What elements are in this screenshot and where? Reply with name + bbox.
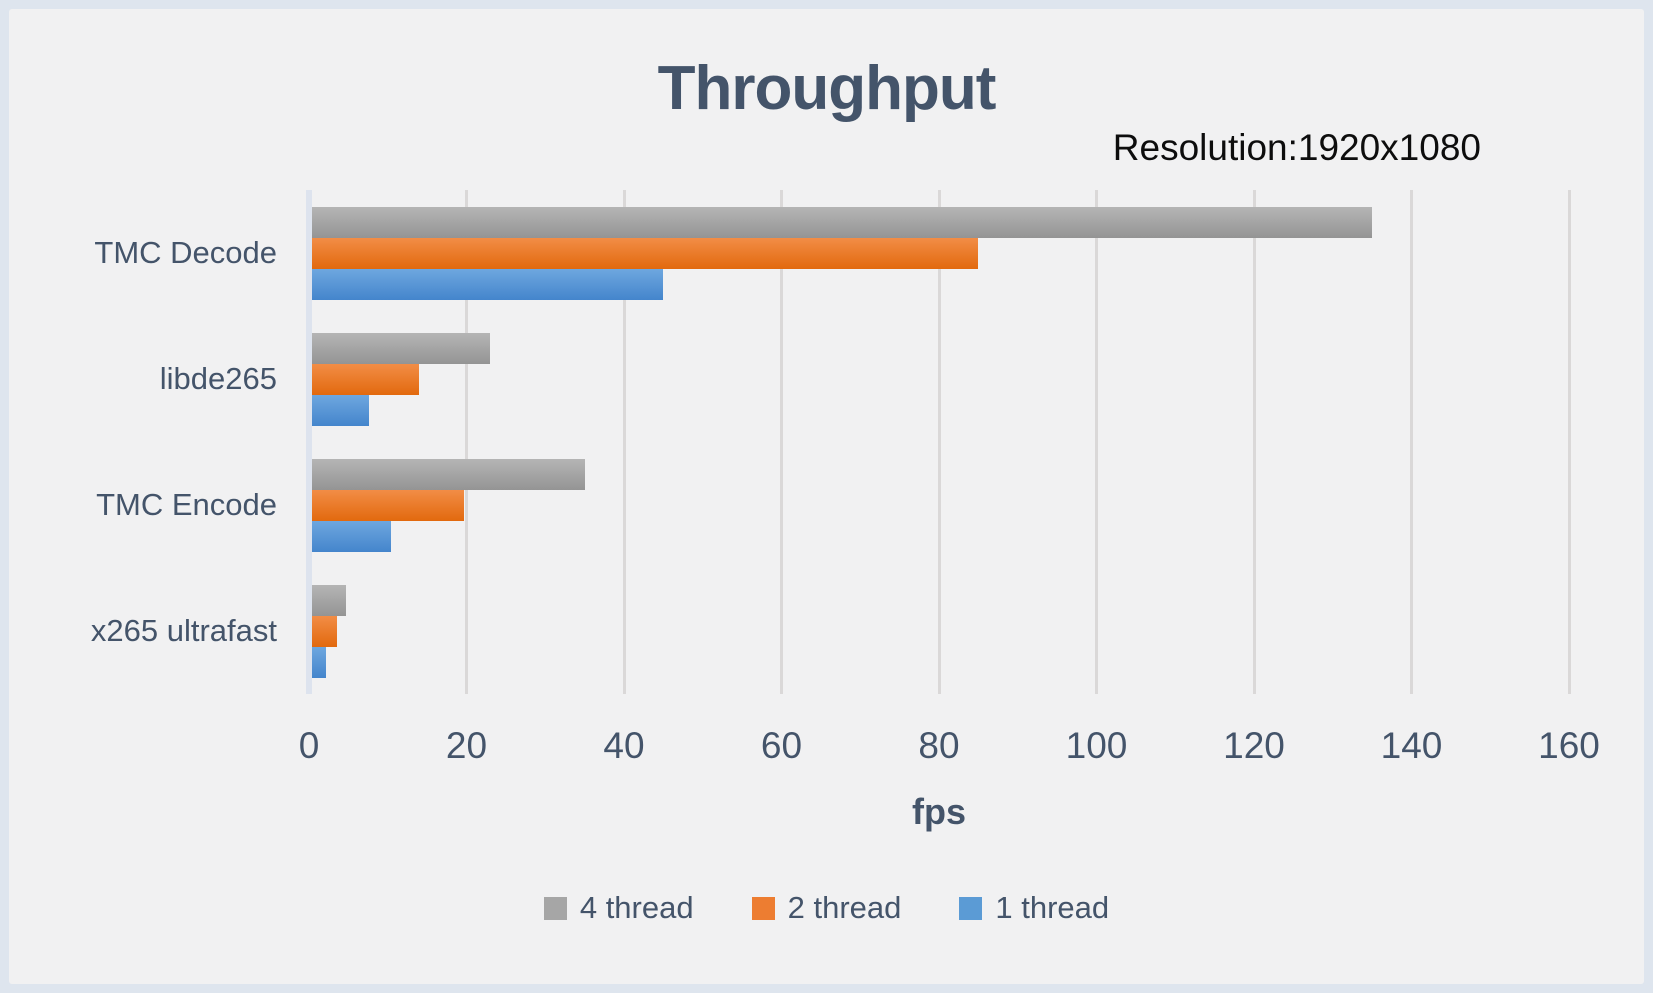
legend-label: 4 thread — [579, 890, 694, 925]
x-tick-label: 60 — [760, 725, 803, 766]
gridline — [465, 190, 468, 694]
gridline — [622, 190, 626, 694]
bar-2-thread-tmc-encode — [312, 489, 465, 521]
bar-4-thread-libde265 — [312, 332, 491, 364]
gridline — [1410, 190, 1413, 694]
x-axis-ticks: 0 20 40 60 80 100 120 140 160 — [9, 725, 1644, 770]
chart-surface: Throughput Resolution:1920x1080 TMC Deco… — [9, 9, 1644, 984]
legend-swatch-icon — [959, 896, 983, 920]
gridline — [780, 190, 783, 694]
category-label: libde265 — [159, 361, 277, 396]
legend-item-4-thread: 4 thread — [543, 890, 694, 926]
category-label: x265 ultrafast — [90, 613, 277, 648]
bar-1-thread-tmc-decode — [312, 268, 664, 300]
bar-1-thread-x265-ultrafast — [312, 646, 327, 678]
gridline — [1252, 190, 1256, 694]
legend-swatch-icon — [751, 896, 775, 920]
gridline — [1095, 190, 1098, 694]
x-tick-label: 120 — [1223, 725, 1285, 766]
x-tick-label: 40 — [603, 725, 645, 766]
bar-1-thread-tmc-encode — [312, 520, 391, 552]
legend-swatch-icon — [543, 896, 567, 920]
x-tick-label: 140 — [1380, 725, 1443, 766]
legend-label: 2 thread — [787, 890, 902, 925]
legend-item-2-thread: 2 thread — [751, 890, 902, 926]
chart-title: Throughput — [657, 54, 997, 123]
resolution-annotation: Resolution:1920x1080 — [1112, 127, 1481, 168]
bar-4-thread-tmc-encode — [312, 458, 585, 490]
plot-area — [306, 190, 1571, 694]
bar-2-thread-tmc-decode — [312, 237, 979, 269]
category-label: TMC Decode — [94, 235, 277, 270]
legend: 4 thread 2 thread 1 thread — [9, 885, 1644, 931]
bar-4-thread-tmc-decode — [312, 206, 1373, 238]
bar-1-thread-libde265 — [312, 394, 369, 426]
axis-zero-line — [306, 190, 312, 694]
x-axis-title: fps — [912, 791, 966, 832]
bar-2-thread-libde265 — [312, 363, 420, 395]
x-tick-label: 100 — [1065, 725, 1128, 766]
x-tick-label: 0 — [298, 725, 320, 766]
x-tick-label: 20 — [445, 725, 488, 766]
gridline — [937, 190, 941, 694]
x-tick-label: 160 — [1538, 725, 1600, 766]
legend-label: 1 thread — [995, 890, 1110, 925]
bar-2-thread-x265-ultrafast — [312, 615, 337, 647]
x-tick-label: 80 — [918, 725, 960, 766]
legend-item-1-thread: 1 thread — [959, 890, 1109, 926]
bar-4-thread-x265-ultrafast — [312, 584, 346, 616]
gridline — [1567, 190, 1571, 694]
category-label: TMC Encode — [96, 487, 277, 522]
